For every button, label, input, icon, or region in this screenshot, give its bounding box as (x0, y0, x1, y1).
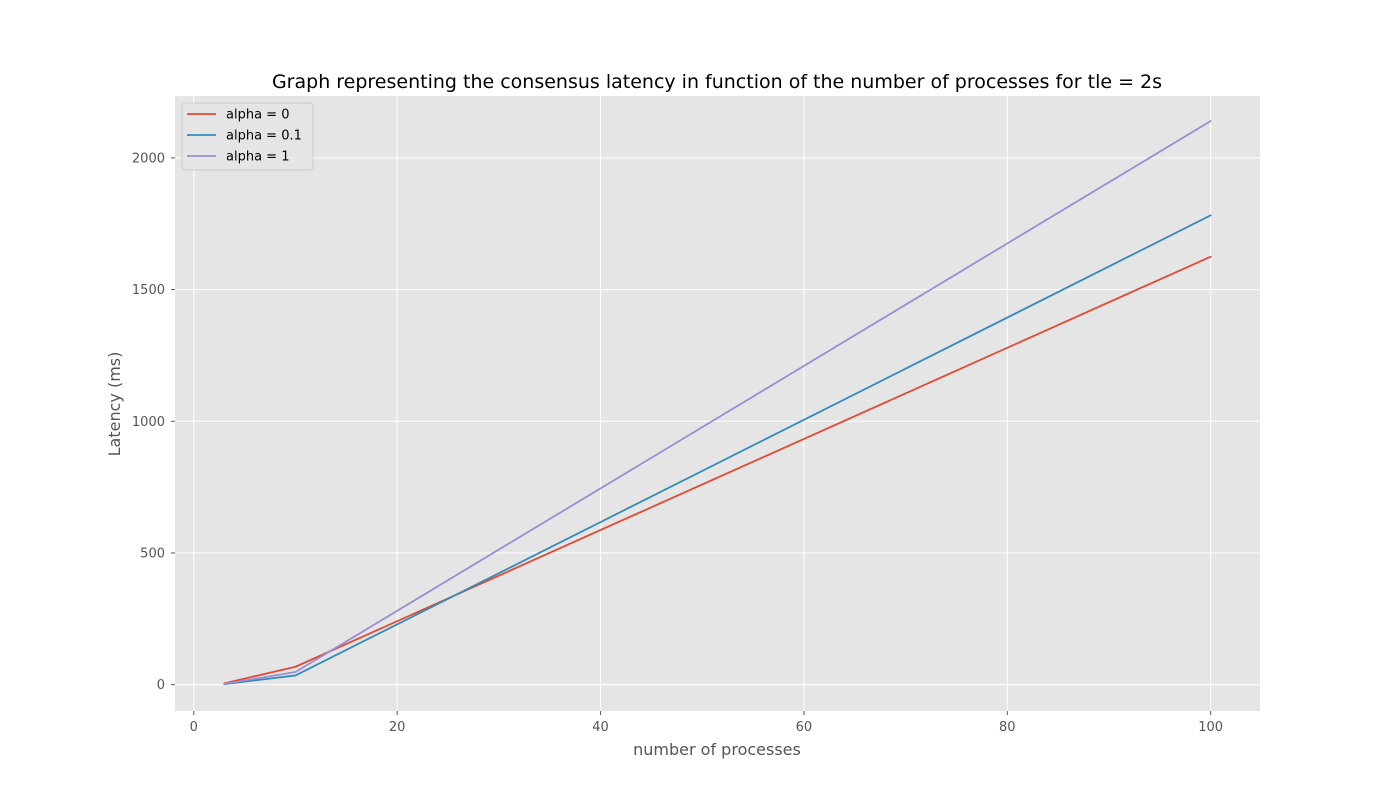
chart-title: Graph representing the consensus latency… (272, 71, 1162, 93)
plot-background (175, 96, 1260, 711)
y-axis-label: Latency (ms) (105, 352, 124, 457)
x-tick-label: 40 (592, 720, 609, 735)
y-tick-label: 0 (157, 678, 165, 693)
grid (175, 96, 1260, 711)
x-tick-label: 80 (999, 720, 1016, 735)
series-line-0 (223, 255, 1212, 685)
legend-label-2: alpha = 1 (226, 150, 289, 165)
x-tick-label: 100 (1198, 720, 1223, 735)
series-layer (223, 120, 1212, 686)
x-tick-label: 0 (190, 720, 198, 735)
y-tick-label: 1500 (132, 283, 165, 298)
legend: alpha = 0 alpha = 0.1 alpha = 1 (181, 102, 314, 171)
legend-box (181, 102, 314, 171)
y-axis-ticks: 0 500 1000 1500 2000 (132, 151, 175, 693)
y-tick-label: 1000 (132, 415, 165, 430)
x-tick-label: 60 (796, 720, 813, 735)
series-line-2 (223, 120, 1212, 685)
legend-label-0: alpha = 0 (226, 108, 289, 123)
series-line-1 (223, 214, 1212, 686)
x-axis-ticks: 0 20 40 60 80 100 (190, 711, 1223, 735)
legend-label-1: alpha = 0.1 (226, 129, 302, 144)
x-tick-label: 20 (389, 720, 406, 735)
y-tick-label: 500 (140, 546, 165, 561)
y-tick-label: 2000 (132, 151, 165, 166)
x-axis-label: number of processes (633, 740, 801, 759)
